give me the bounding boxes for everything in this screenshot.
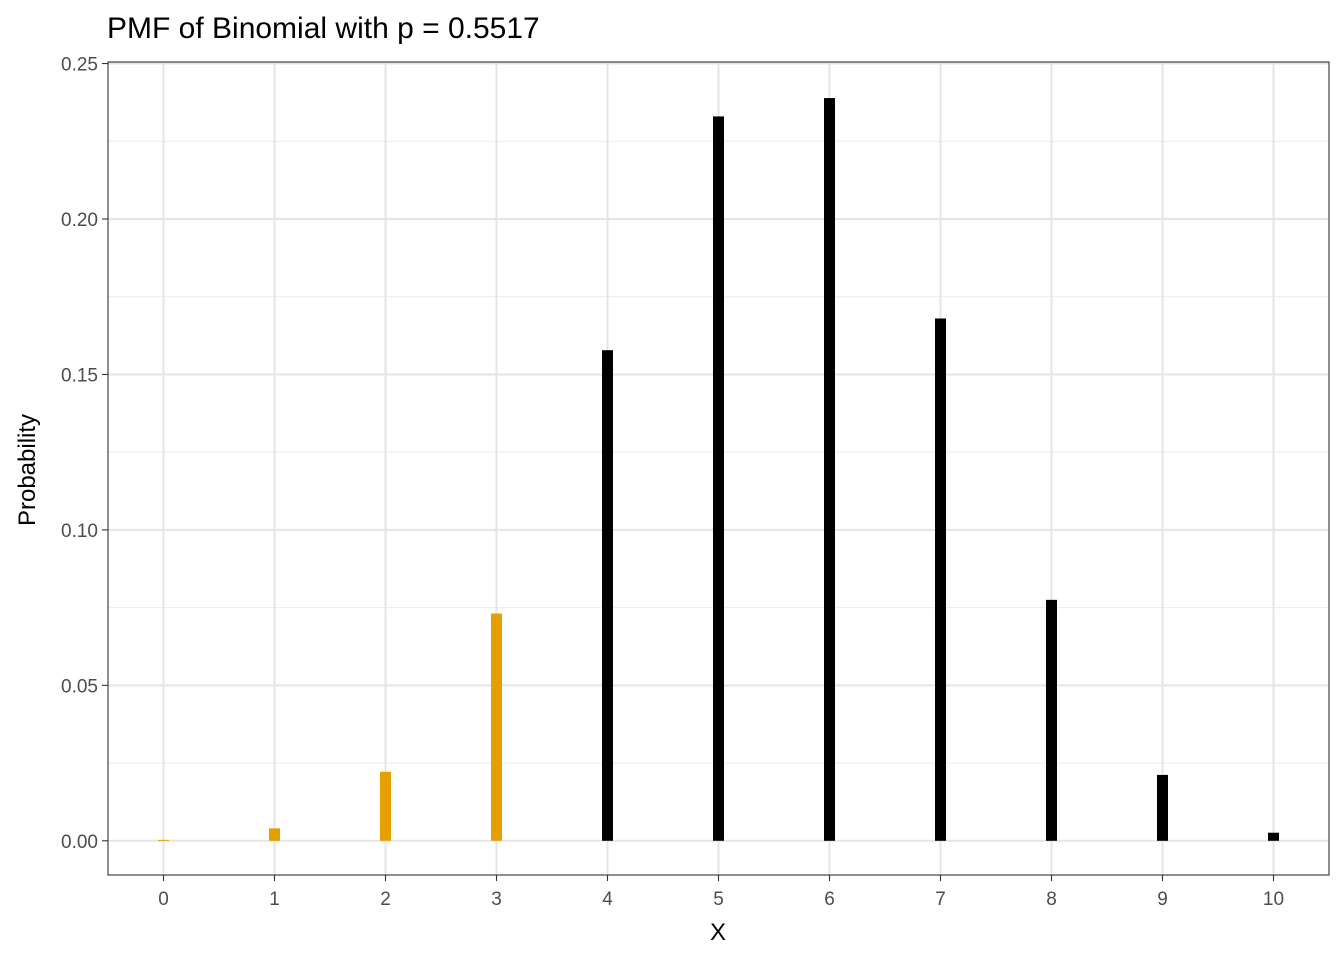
bar-x-1 bbox=[269, 828, 280, 841]
x-tick-label: 3 bbox=[491, 889, 502, 910]
bar-x-2 bbox=[380, 771, 391, 841]
bar-x-5 bbox=[713, 116, 724, 841]
x-axis-title: X bbox=[710, 919, 726, 946]
x-tick-label: 4 bbox=[602, 889, 613, 910]
x-tick-label: 6 bbox=[824, 889, 835, 910]
y-tick-label: 0.05 bbox=[61, 676, 98, 697]
bar-x-6 bbox=[824, 98, 835, 841]
x-tick-label: 8 bbox=[1046, 889, 1057, 910]
y-tick-label: 0.20 bbox=[61, 210, 98, 231]
bar-x-10 bbox=[1268, 832, 1279, 841]
y-tick-label: 0.15 bbox=[61, 365, 98, 386]
x-tick-label: 5 bbox=[713, 889, 724, 910]
x-tick-label: 1 bbox=[269, 889, 280, 910]
bar-x-3 bbox=[491, 613, 502, 841]
chart-title: PMF of Binomial with p = 0.5517 bbox=[107, 12, 540, 45]
bar-x-4 bbox=[602, 350, 613, 841]
y-axis: 0.00 0.05 0.10 0.15 0.20 0.25 bbox=[61, 55, 108, 853]
y-tick-label: 0.25 bbox=[61, 55, 98, 76]
y-axis-title: Probability bbox=[14, 414, 41, 526]
bar-x-0 bbox=[158, 839, 169, 841]
x-tick-label: 9 bbox=[1157, 889, 1168, 910]
x-tick-label: 7 bbox=[935, 889, 946, 910]
x-tick-label: 10 bbox=[1263, 889, 1284, 910]
y-tick-label: 0.10 bbox=[61, 521, 98, 542]
x-tick-label: 2 bbox=[380, 889, 391, 910]
bar-x-8 bbox=[1046, 599, 1057, 841]
bar-x-7 bbox=[935, 318, 946, 841]
bars bbox=[158, 98, 1279, 841]
x-tick-label: 0 bbox=[158, 889, 169, 910]
bar-x-9 bbox=[1157, 774, 1168, 841]
x-axis: 0 1 2 3 4 5 6 7 8 9 10 bbox=[158, 875, 1284, 910]
y-tick-label: 0.00 bbox=[61, 832, 98, 853]
